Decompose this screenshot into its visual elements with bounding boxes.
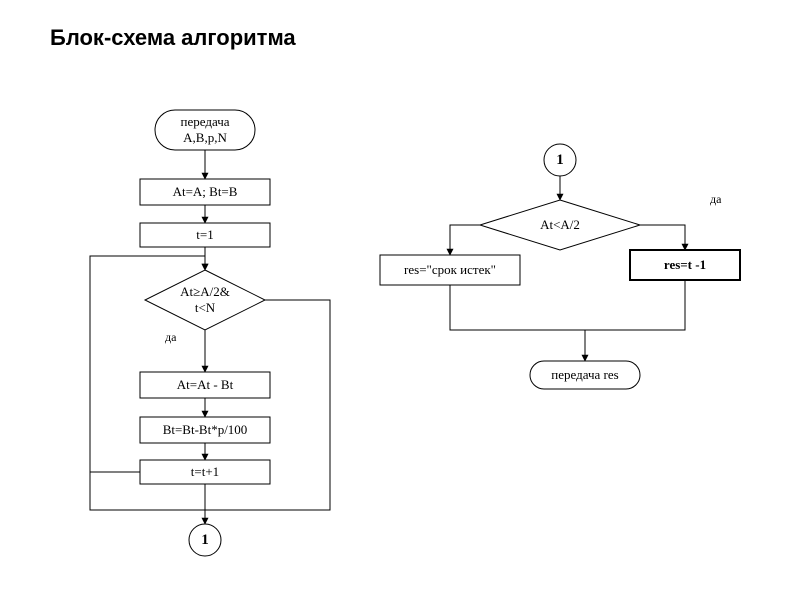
node-label-init_t: t=1 <box>140 223 270 247</box>
edge <box>450 225 480 255</box>
node-label-cond1: At≥A/2& t<N <box>145 270 265 330</box>
node-label-res_right: res=t -1 <box>630 250 740 280</box>
node-label-cond2: At<A/2 <box>480 200 640 250</box>
node-label-init_ab: At=A; Bt=B <box>140 179 270 205</box>
node-label-conn1_bot: 1 <box>189 524 221 556</box>
node-label-end_right: передача res <box>530 361 640 389</box>
edge <box>585 280 685 330</box>
flowchart-canvas <box>0 0 800 600</box>
node-label-calc_at: At=At - Bt <box>140 372 270 398</box>
edge <box>450 285 585 330</box>
node-label-res_left: res="срок истек" <box>380 255 520 285</box>
node-label-inc_t: t=t+1 <box>140 460 270 484</box>
edge-label-da1: да <box>165 330 176 345</box>
node-label-conn1_top: 1 <box>544 144 576 176</box>
node-label-calc_bt: Bt=Bt-Bt*p/100 <box>140 417 270 443</box>
edge <box>640 225 685 250</box>
node-label-start_left: передача A,B,p,N <box>155 110 255 150</box>
edge-label-da2: да <box>710 192 721 207</box>
